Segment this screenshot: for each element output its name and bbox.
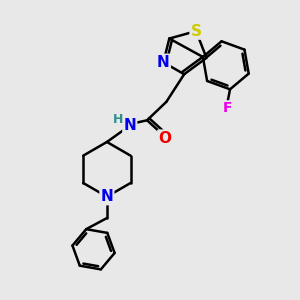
Text: F: F (222, 101, 232, 115)
Text: N: N (100, 189, 113, 204)
Text: S: S (190, 24, 202, 39)
Text: N: N (157, 55, 170, 70)
Text: H: H (113, 112, 123, 126)
Text: O: O (158, 130, 171, 146)
Text: N: N (123, 118, 136, 133)
